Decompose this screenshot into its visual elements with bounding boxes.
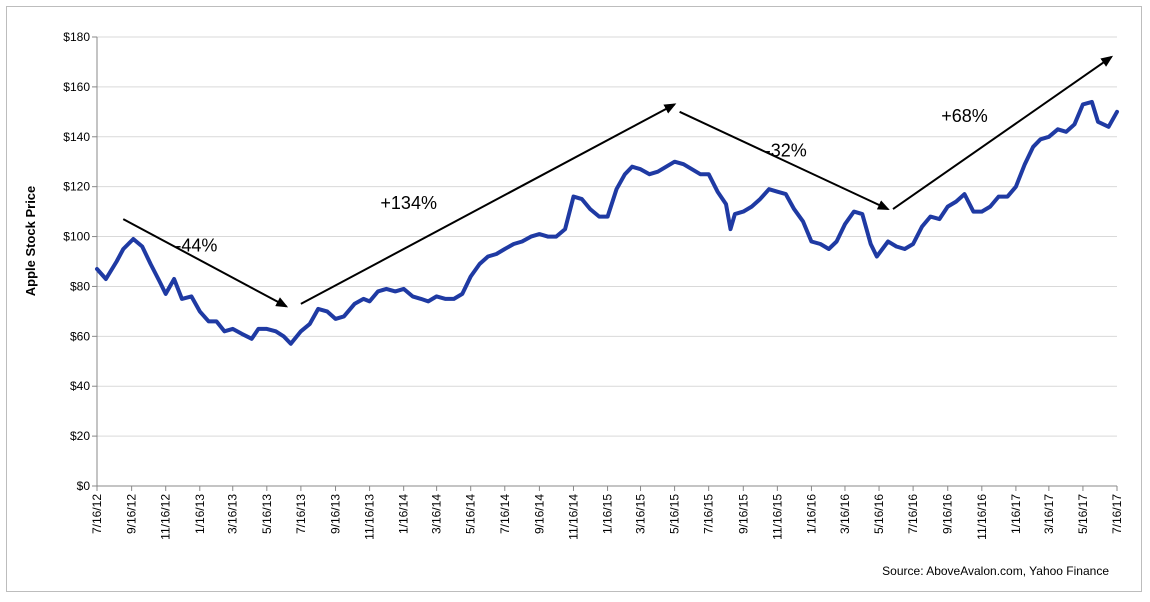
x-tick-label: 1/16/17 <box>1009 494 1023 534</box>
x-tick-label: 11/16/14 <box>566 494 580 540</box>
annotations: -44% +134% -32% +68% <box>175 106 987 256</box>
price-line <box>95 99 1119 346</box>
x-tick-label: 9/16/12 <box>125 494 139 534</box>
y-axis-label: Apple Stock Price <box>23 186 38 297</box>
y-tick-label: $0 <box>77 479 91 493</box>
x-tick-label: 3/16/15 <box>634 494 648 534</box>
x-tick-label: 1/16/13 <box>193 494 207 534</box>
y-tick-label: $60 <box>70 329 90 343</box>
x-tick-label: 7/16/12 <box>90 494 104 534</box>
x-tick-label: 3/16/16 <box>838 494 852 534</box>
x-tick-label: 7/16/14 <box>498 494 512 534</box>
x-tick-label: 3/16/14 <box>430 494 444 534</box>
x-tick-label: 11/16/16 <box>975 494 989 540</box>
series-group <box>95 99 1119 346</box>
x-tick-label: 5/16/15 <box>668 494 682 534</box>
y-tick-label: $80 <box>70 279 90 293</box>
x-tick-label: 9/16/15 <box>736 494 750 534</box>
x-tick-label: 7/16/15 <box>702 494 716 534</box>
x-tick-label: 9/16/16 <box>941 494 955 534</box>
source-note: Source: AboveAvalon.com, Yahoo Finance <box>882 564 1109 578</box>
gridlines <box>97 36 1117 437</box>
x-tick-label: 5/16/13 <box>260 494 274 534</box>
y-tick-label: $20 <box>70 429 90 443</box>
x-tick-label: 7/16/16 <box>906 494 920 534</box>
x-tick-label: 7/16/13 <box>294 494 308 534</box>
x-tick-label: 7/16/17 <box>1110 494 1124 534</box>
x-tick-label: 1/16/15 <box>601 494 615 534</box>
chart-frame: $0 $20 $40 $60 $80 $100 $120 $140 $160 $180 7/16/… <box>6 6 1142 592</box>
trend-arrow <box>679 110 890 211</box>
trend-arrow <box>300 103 677 305</box>
stock-chart: $0 $20 $40 $60 $80 $100 $120 $140 $160 $180 7/16/… <box>23 30 1124 578</box>
x-tick-label: 5/16/17 <box>1076 494 1090 534</box>
x-tick-label: 9/16/13 <box>329 494 343 534</box>
annotation-label: -44% <box>175 236 217 256</box>
x-tick-label: 5/16/16 <box>872 494 886 534</box>
trend-arrow <box>892 55 1114 210</box>
x-tick-label: 11/16/15 <box>770 494 784 540</box>
trend-arrow <box>122 218 289 308</box>
trend-arrows <box>122 55 1114 308</box>
x-tick-label: 3/16/13 <box>226 494 240 534</box>
axes <box>96 37 1117 487</box>
annotation-label: +68% <box>941 106 988 126</box>
x-tick-label: 11/16/12 <box>159 494 173 540</box>
x-tick-label: 9/16/14 <box>532 494 546 534</box>
x-axis-ticks: 7/16/12 9/16/12 11/16/12 1/16/13 3/16/13 5/16… <box>90 486 1124 540</box>
y-tick-label: $40 <box>70 379 90 393</box>
y-tick-label: $120 <box>63 180 90 194</box>
y-tick-label: $180 <box>63 30 90 44</box>
x-tick-label: 5/16/14 <box>464 494 478 534</box>
x-tick-label: 1/16/16 <box>804 494 818 534</box>
y-tick-label: $160 <box>63 80 90 94</box>
x-tick-label: 11/16/13 <box>363 494 377 540</box>
y-tick-label: $100 <box>63 230 90 244</box>
annotation-label: +134% <box>380 193 437 213</box>
x-tick-label: 3/16/17 <box>1042 494 1056 534</box>
y-tick-label: $140 <box>63 130 90 144</box>
y-axis-ticks: $0 $20 $40 $60 $80 $100 $120 $140 $160 $180 <box>63 30 97 493</box>
annotation-label: -32% <box>765 141 807 161</box>
x-tick-label: 1/16/14 <box>397 494 411 534</box>
